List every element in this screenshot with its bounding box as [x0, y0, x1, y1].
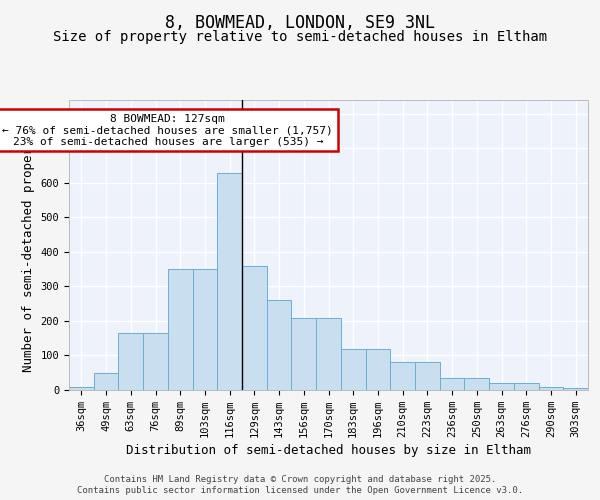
- Bar: [69, 387, 94, 390]
- Text: 8, BOWMEAD, LONDON, SE9 3NL: 8, BOWMEAD, LONDON, SE9 3NL: [165, 14, 435, 32]
- Bar: [489, 383, 514, 390]
- Bar: [94, 372, 118, 390]
- Bar: [168, 269, 193, 390]
- Bar: [365, 348, 390, 390]
- Bar: [440, 378, 464, 390]
- Text: 8 BOWMEAD: 127sqm
← 76% of semi-detached houses are smaller (1,757)
23% of semi-: 8 BOWMEAD: 127sqm ← 76% of semi-detached…: [2, 114, 333, 147]
- Bar: [390, 362, 415, 390]
- Bar: [143, 333, 168, 390]
- Bar: [217, 172, 242, 390]
- Bar: [267, 300, 292, 390]
- Bar: [341, 348, 365, 390]
- Text: Size of property relative to semi-detached houses in Eltham: Size of property relative to semi-detach…: [53, 30, 547, 44]
- Bar: [514, 383, 539, 390]
- Bar: [415, 362, 440, 390]
- X-axis label: Distribution of semi-detached houses by size in Eltham: Distribution of semi-detached houses by …: [126, 444, 531, 457]
- Bar: [464, 378, 489, 390]
- Bar: [193, 269, 217, 390]
- Bar: [563, 388, 588, 390]
- Bar: [118, 333, 143, 390]
- Bar: [539, 386, 563, 390]
- Y-axis label: Number of semi-detached properties: Number of semi-detached properties: [22, 118, 35, 372]
- Bar: [316, 318, 341, 390]
- Text: Contains HM Land Registry data © Crown copyright and database right 2025.
Contai: Contains HM Land Registry data © Crown c…: [77, 476, 523, 494]
- Bar: [242, 266, 267, 390]
- Bar: [292, 318, 316, 390]
